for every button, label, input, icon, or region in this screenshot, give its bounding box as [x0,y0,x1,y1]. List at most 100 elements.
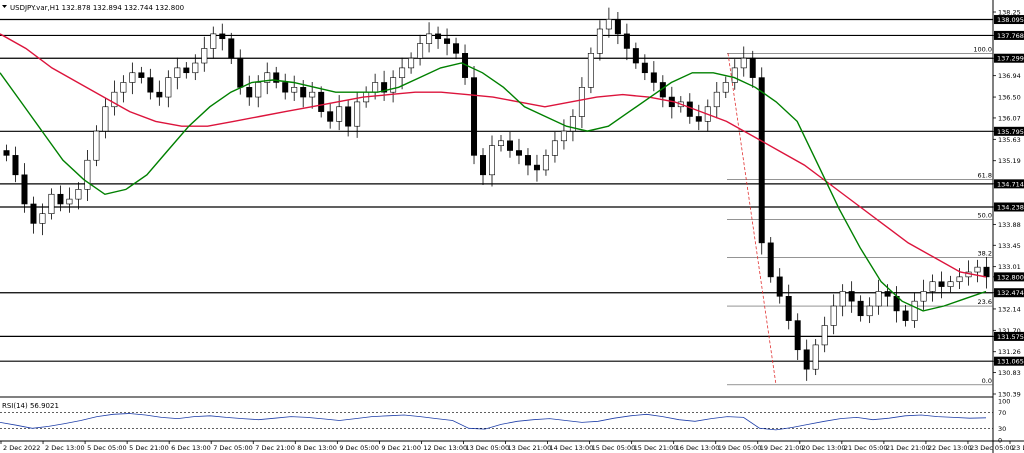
candle-body [480,155,487,176]
candle-body [255,82,262,98]
candle-body [489,145,496,176]
candle-body [381,82,388,93]
candle-body [902,310,909,321]
candle-body [605,18,612,30]
candle-body [929,281,936,292]
candle-body [623,33,630,49]
x-tick-label: 12 Dec 13:00 [423,444,467,452]
fib-level-label: 23.6 [978,298,992,306]
candle-body [695,116,702,122]
x-tick-label: 9 Dec 05:00 [339,444,379,452]
x-tick-label: 13 Dec 21:00 [508,444,552,452]
candle-body [974,266,981,273]
candle-body [399,67,406,78]
candle-body [506,140,513,151]
x-tick-label: 9 Dec 21:00 [381,444,421,452]
x-tick-label: 19 Dec 05:00 [718,444,762,452]
candle-body [848,291,855,302]
x-tick-label: 15 Dec 05:00 [592,444,636,452]
y-tick-label: 136.94 [998,72,1021,80]
x-tick-label: 2 Dec 13:00 [45,444,85,452]
y-tick-label: 138.25 [998,9,1021,17]
candle-body [596,28,603,54]
candle-body [785,296,792,321]
candle-body [884,291,891,297]
candle-body [542,155,549,171]
candle-body [722,82,729,93]
price-tag-bg [994,272,1024,282]
candle-body [120,82,127,93]
x-tick-label: 16 Dec 13:00 [676,444,720,452]
candle-body [632,48,639,64]
candle-body [201,48,208,64]
chart-title: USDJPY.var,H1 132.878 132.894 132.744 13… [10,4,184,12]
y-tick-label: 133.01 [998,263,1021,271]
y-tick-label: 132.14 [998,305,1021,313]
candle-body [48,193,55,214]
price-tag-bg [994,356,1024,366]
candle-body [713,91,720,108]
x-tick-label: 23 Dec 21:00 [1012,444,1024,452]
chevron-down-icon[interactable] [2,5,7,8]
horizontal-levels [0,18,993,362]
candle-body [345,106,352,127]
candle-body [497,140,504,146]
price-tag-label: 137.768 [997,32,1024,40]
candle-body [911,300,918,321]
x-tick-label: 23 Dec 05:00 [970,444,1014,452]
candle-body [758,77,765,244]
candle-body [686,101,693,117]
candle-body [417,43,424,59]
price-tag-label: 137.299 [997,55,1024,63]
candle-body [318,91,325,112]
candle-body [237,57,244,88]
candle-body [453,43,460,54]
fib-trend-line [727,53,777,385]
candle-body [435,33,442,40]
x-tick-label: 2 Dec 2022 [3,444,40,452]
y-tick-label: 136.07 [998,114,1021,122]
candle-body [956,276,963,283]
price-tag-bg [994,15,1024,25]
x-tick-label: 6 Dec 13:00 [171,444,211,452]
candle-body [12,155,19,176]
x-tick-label: 21 Dec 05:00 [844,444,888,452]
candle-body [794,320,801,351]
price-tag-label: 131.575 [997,333,1024,341]
candle-body [803,349,810,370]
y-tick-label: 136.50 [998,94,1021,102]
candle-body [821,325,828,346]
candle-body [309,91,316,98]
candle-body [210,33,217,49]
candle-body [533,164,540,171]
y-tick-label: 133.88 [998,221,1021,229]
candle-body [515,150,522,156]
y-tick-label: 135.19 [998,157,1021,165]
candle-body [444,38,451,44]
candle-body [767,242,774,278]
candle-body [354,101,361,127]
candle-body [875,291,882,307]
x-tick-label: 7 Dec 21:00 [255,444,295,452]
x-tick-label: 13 Dec 05:00 [465,444,509,452]
fibonacci-levels: 100.0 61.8 50.0 38.2 23.6 0.0 [727,45,993,386]
candle-body [471,77,478,156]
y-tick-label: 135.63 [998,136,1021,144]
price-tag-label: 134.238 [997,203,1024,211]
x-tick-label: 15 Dec 21:00 [634,444,678,452]
candle-body [614,18,621,35]
price-tag-bg [994,126,1024,136]
price-tag-label: 132.474 [997,289,1024,297]
candle-body [336,106,343,122]
rsi-line [0,413,987,431]
price-tag-bg [994,331,1024,341]
candle-body [138,72,145,78]
moving-averages [0,33,987,312]
candle-body [641,62,648,74]
fib-level-label: 100.0 [973,45,992,53]
y-tick-label: 131.26 [998,348,1021,356]
price-tag-bg [994,179,1024,189]
price-tag-bg [994,30,1024,40]
candle-body [551,140,558,156]
